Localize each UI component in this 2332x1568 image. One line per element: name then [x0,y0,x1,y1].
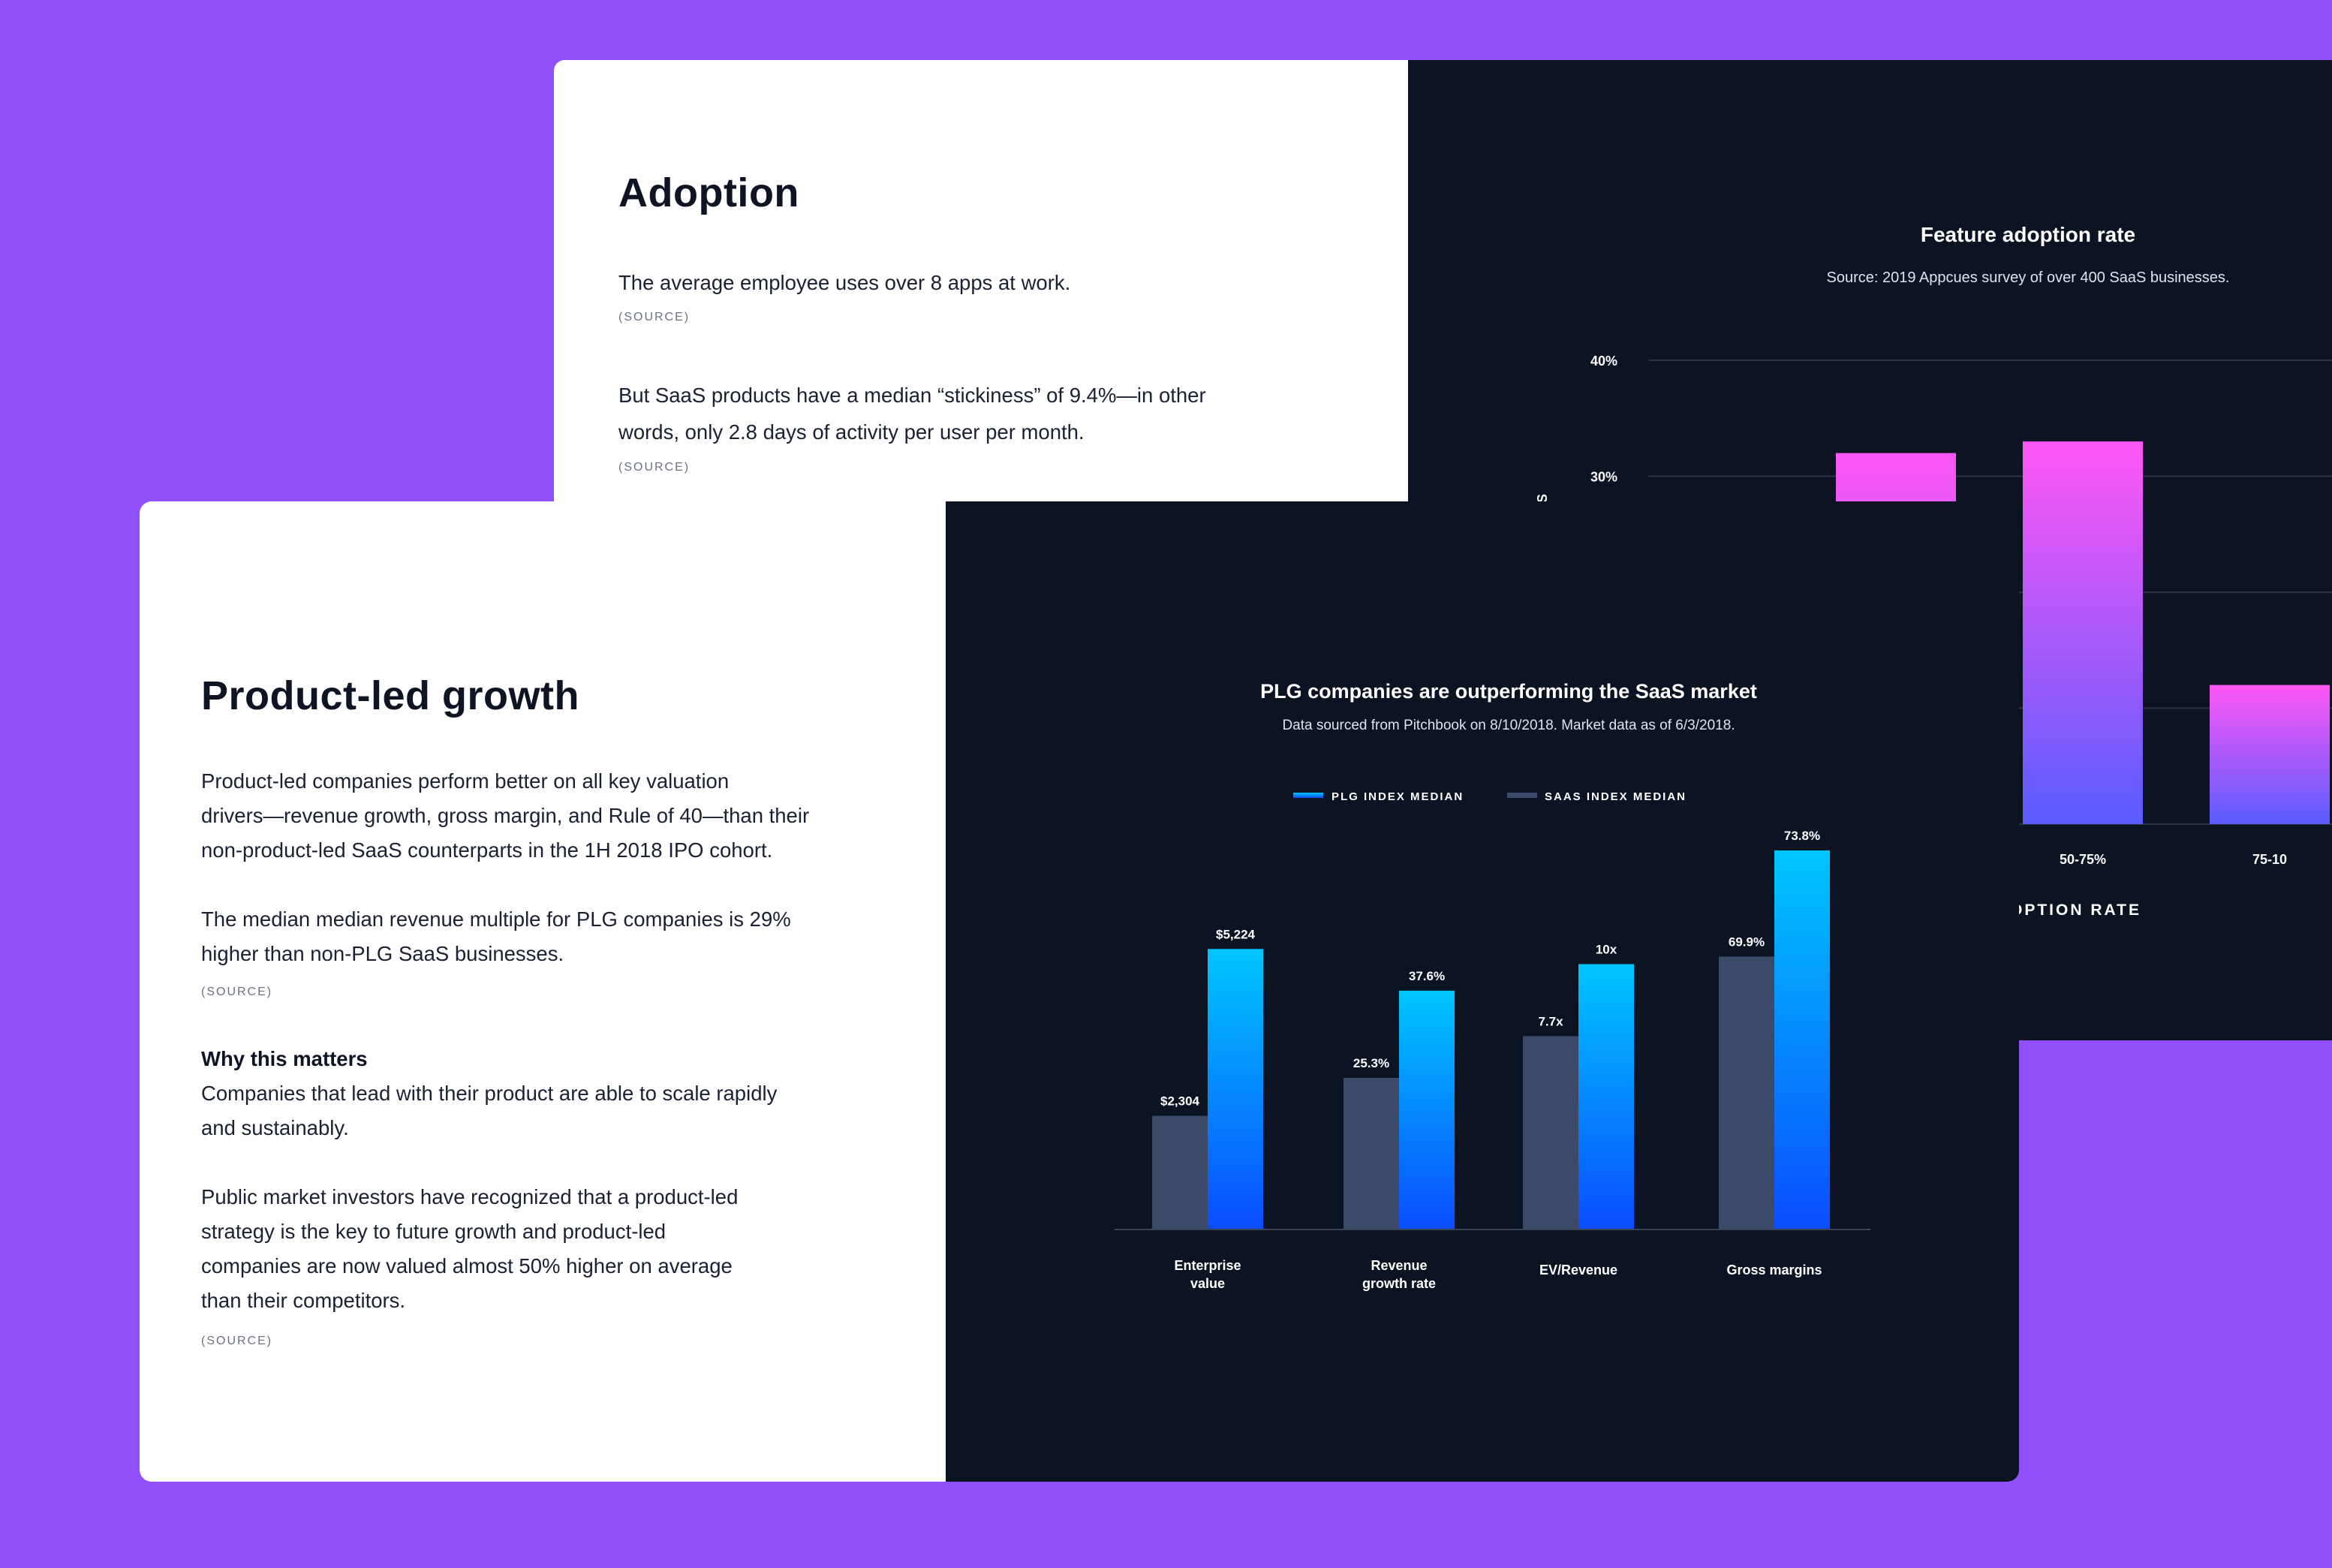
plg-para4-line2: strategy is the key to future growth and… [201,1220,667,1243]
why-this-matters-heading: Why this matters [201,1047,368,1070]
saas-bar-3 [1719,956,1774,1229]
plg-value-label-1: 37.6% [1409,969,1445,983]
plg-para3-line1: Companies that lead with their product a… [201,1082,778,1105]
feature-chart-x-axis-title: OPTION RATE [2010,901,2141,919]
saas-value-label-3: 69.9% [1729,934,1765,949]
plg-chart-panel: PLG companies are outperforming the SaaS… [946,501,2019,1482]
plg-bar-3 [1774,850,1830,1229]
plg-source-link-1[interactable]: (SOURCE) [201,986,273,998]
feature-chart-y-axis-fragment: S [1535,494,1550,503]
saas-value-label-2: 7.7x [1538,1014,1563,1028]
saas-bar-1 [1344,1078,1399,1229]
plg-chart-bars: $2,304 $5,224 25.3% 37.6% 7.7x 10x 69.9% 73.8% [1152,829,1830,1229]
saas-bar-2 [1523,1036,1578,1229]
plg-source-link-2[interactable]: (SOURCE) [201,1335,273,1347]
plg-para4-line4: than their competitors. [201,1289,406,1312]
plg-chart-subtitle: Data sourced from Pitchbook on 8/10/2018… [1282,718,1735,733]
feature-category-label-1: 50-75% [2060,852,2106,867]
plg-para3-line2: and sustainably. [201,1116,349,1139]
adoption-text-panel: Adoption The average employee uses over … [554,60,1408,503]
feature-chart-title: Feature adoption rate [1921,223,2135,246]
plg-value-label-0: $5,224 [1216,927,1256,941]
plg-para2-line2: higher than non-PLG SaaS businesses. [201,942,564,965]
saas-value-label-1: 25.3% [1353,1056,1389,1070]
plg-para4-line3: companies are now valued almost 50% high… [201,1254,733,1278]
plg-text-panel: Product-led growth Product-led companies… [140,501,946,1482]
plg-para2-line1: The median median revenue multiple for P… [201,907,791,931]
category-label-1-1: growth rate [1362,1276,1436,1291]
plg-value-label-3: 73.8% [1784,829,1820,843]
plg-bar-0 [1208,949,1263,1229]
legend-label-plg: PLG INDEX MEDIAN [1331,790,1464,803]
feature-category-label-2: 75-10 [2252,852,2287,867]
adoption-source-link-1[interactable]: (SOURCE) [618,311,691,324]
plg-para4-line1: Public market investors have recognized … [201,1185,739,1208]
legend-swatch-plg [1293,793,1323,798]
feature-ytick-1: 30% [1590,470,1617,485]
feature-ytick-0: 40% [1590,354,1617,369]
category-label-2-0: EV/Revenue [1539,1263,1617,1278]
plg-chart-title: PLG companies are outperforming the SaaS… [1260,680,1757,703]
legend-swatch-saas [1507,793,1537,798]
plg-value-label-2: 10x [1596,943,1617,957]
plg-bar-2 [1578,964,1634,1229]
plg-title: Product-led growth [201,673,579,718]
plg-para1-line1: Product-led companies perform better on … [201,769,730,793]
plg-chart: PLG companies are outperforming the SaaS… [1115,680,1870,1291]
plg-bar-1 [1399,990,1455,1229]
saas-bar-0 [1152,1115,1208,1229]
adoption-stat-apps: The average employee uses over 8 apps at… [618,271,1071,294]
legend-label-saas: SAAS INDEX MEDIAN [1545,790,1687,803]
category-label-0-0: Enterprise [1174,1258,1241,1273]
adoption-title: Adoption [618,170,799,215]
adoption-stat-stickiness-line2: words, only 2.8 days of activity per use… [618,420,1085,444]
plg-para1-line3: non-product-led SaaS counterparts in the… [201,838,773,862]
category-label-0-1: value [1190,1276,1225,1291]
feature-bar-1 [2023,441,2143,824]
category-label-3-0: Gross margins [1726,1263,1822,1278]
feature-bar-2 [2210,685,2330,824]
plg-para1-line2: drivers—revenue growth, gross margin, an… [201,804,810,827]
category-label-1-0: Revenue [1371,1258,1427,1273]
feature-chart-subtitle: Source: 2019 Appcues survey of over 400 … [1826,269,2229,286]
adoption-source-link-2[interactable]: (SOURCE) [618,461,691,474]
adoption-stat-stickiness-line1: But SaaS products have a median “stickin… [618,384,1206,407]
saas-value-label-0: $2,304 [1160,1094,1200,1109]
feature-chart-y-ticks: 40% 30% [1590,354,1617,485]
plg-chart-x-labels: Enterprise value Revenue growth rate EV/Reve… [1174,1258,1822,1291]
